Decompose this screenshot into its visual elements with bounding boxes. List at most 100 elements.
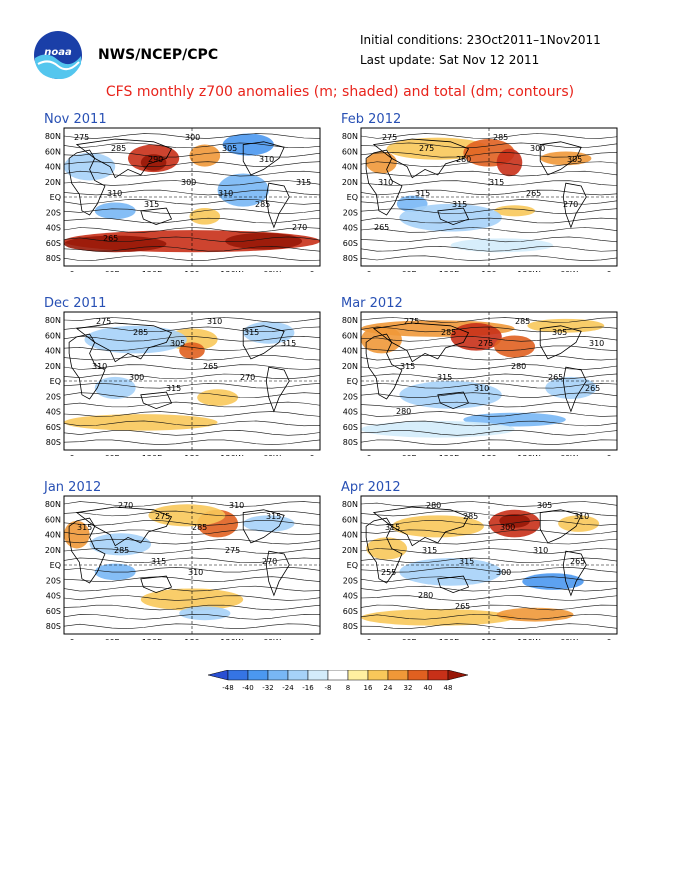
contour-label: 315: [400, 362, 415, 371]
contour-label: 275: [74, 133, 89, 142]
lon-tick-label: 120E: [142, 270, 162, 272]
lat-tick-label: 40S: [343, 592, 358, 601]
contour-label: 315: [296, 178, 311, 187]
contour-label: 315: [489, 178, 504, 187]
lon-tick-label: 120E: [439, 270, 459, 272]
lon-tick-label: 180: [184, 270, 199, 272]
lon-tick-label: 60W: [560, 454, 578, 456]
lat-tick-label: 80N: [342, 500, 358, 509]
lat-tick-label: 40N: [342, 163, 358, 172]
lon-tick-label: 60W: [560, 270, 578, 272]
lat-tick-label: 40S: [343, 408, 358, 417]
contour-label: 315: [144, 200, 159, 209]
lon-tick-label: 60E: [401, 270, 416, 272]
lon-tick-label: 120W: [220, 270, 243, 272]
contour-label: 265: [103, 234, 118, 243]
colorbar-tick-label: 48: [444, 684, 453, 692]
lon-tick-label: 120E: [142, 454, 162, 456]
panel-title: Apr 2012: [341, 480, 401, 495]
colorbar-tick-label: 32: [404, 684, 413, 692]
contour-label: 270: [262, 557, 277, 566]
contour-label: 315: [385, 523, 400, 532]
lon-tick-label: 60E: [104, 270, 119, 272]
contour-label: 280: [456, 155, 471, 164]
lat-tick-label: 60S: [46, 239, 61, 248]
contour-label: 265: [374, 223, 389, 232]
logo-text: noaa: [44, 47, 72, 58]
lat-tick-label: 80N: [45, 132, 61, 141]
contour-label: 265: [455, 602, 470, 611]
lat-tick-label: 40S: [46, 224, 61, 233]
contour-label: 300: [500, 523, 515, 532]
map-mar-2012: 275 285 275 285 305 310 315 315 310 280 265 265 280 8…: [342, 311, 618, 456]
lat-tick-label: 20S: [343, 576, 358, 585]
lon-tick-label: 60E: [401, 454, 416, 456]
lat-tick-label: 60N: [342, 147, 358, 156]
lat-tick-label: 20S: [343, 208, 358, 217]
lon-tick-label: 0: [309, 638, 314, 640]
contour-label: 285: [111, 144, 126, 153]
contour-label: 280: [511, 362, 526, 371]
lat-tick-label: 40N: [342, 531, 358, 540]
lon-tick-label: 0: [69, 454, 74, 456]
lon-tick-label: 60W: [263, 270, 281, 272]
lat-tick-label: 60N: [342, 331, 358, 340]
contour-label: 315: [415, 189, 430, 198]
lat-tick-label: 20N: [45, 362, 61, 371]
lat-tick-label: 80S: [343, 622, 358, 631]
lon-tick-label: 0: [309, 454, 314, 456]
lat-tick-label: 60S: [343, 423, 358, 432]
lat-tick-label: 20N: [45, 546, 61, 555]
lon-tick-label: 0: [69, 270, 74, 272]
contour-label: 280: [418, 591, 433, 600]
lon-tick-label: 120W: [517, 270, 540, 272]
contour-label: 285: [493, 133, 508, 142]
main-title: CFS monthly z700 anomalies (m; shaded) a…: [105, 84, 575, 100]
lon-tick-label: 180: [184, 638, 199, 640]
contour-label: 305: [567, 155, 582, 164]
panel-nov-2011: Nov 2011 275 285 290 300 305 310 315 310 315 300 3…: [40, 112, 360, 272]
panel-title: Dec 2011: [44, 296, 107, 311]
colorbar-swatch: [447, 670, 469, 681]
lat-tick-label: EQ: [347, 561, 358, 570]
contour-label: 285: [133, 328, 148, 337]
contour-label: 315: [244, 328, 259, 337]
contour-label: 270: [563, 200, 578, 209]
lat-tick-label: 60N: [45, 515, 61, 524]
contour-label: 285: [441, 328, 456, 337]
panel-title: Feb 2012: [341, 112, 402, 127]
contour-label: 285: [515, 317, 530, 326]
contour-label: 265: [585, 384, 600, 393]
map-jan-2012: 270 275 285 310 315 315 285 315 310 275 270 80N 60N 4…: [45, 495, 321, 640]
colorbar-swatch: [327, 670, 349, 681]
lon-tick-label: 0: [309, 270, 314, 272]
colorbar-legend: -48 -40 -32 -24 -16 -8 8 16 24 32 40 48: [207, 670, 469, 692]
panel-mar-2012: Mar 2012 275 285 275 285 305 310 315 315 310 280 2…: [337, 296, 657, 456]
lat-tick-label: 40S: [46, 408, 61, 417]
contour-label: 275: [478, 339, 493, 348]
colorbar-swatch: [207, 670, 229, 681]
lat-tick-label: 80S: [46, 254, 61, 263]
lat-tick-label: 80N: [45, 500, 61, 509]
panel-apr-2012: Apr 2012 280 285 300 305 310 315 315 315 300 310 2…: [337, 480, 657, 640]
lat-tick-label: 80N: [45, 316, 61, 325]
colorbar-tick-label: -24: [282, 684, 294, 692]
colorbar-swatch: [347, 670, 369, 681]
contour-label: 310: [378, 178, 393, 187]
lat-tick-label: EQ: [347, 377, 358, 386]
contour-label: 285: [255, 200, 270, 209]
lat-tick-label: EQ: [50, 561, 61, 570]
lon-tick-label: 0: [606, 638, 611, 640]
lon-tick-label: 180: [481, 454, 496, 456]
lat-tick-label: 60N: [342, 515, 358, 524]
lon-tick-label: 60E: [104, 454, 119, 456]
contour-label: 315: [452, 200, 467, 209]
colorbar-tick-label: 8: [346, 684, 350, 692]
contour-label: 310: [107, 189, 122, 198]
contour-label: 265: [203, 362, 218, 371]
contour-label: 300: [181, 178, 196, 187]
lat-tick-label: 20S: [343, 392, 358, 401]
contour-label: 305: [537, 501, 552, 510]
colorbar-swatch: [367, 670, 389, 681]
contour-label: 285: [463, 512, 478, 521]
